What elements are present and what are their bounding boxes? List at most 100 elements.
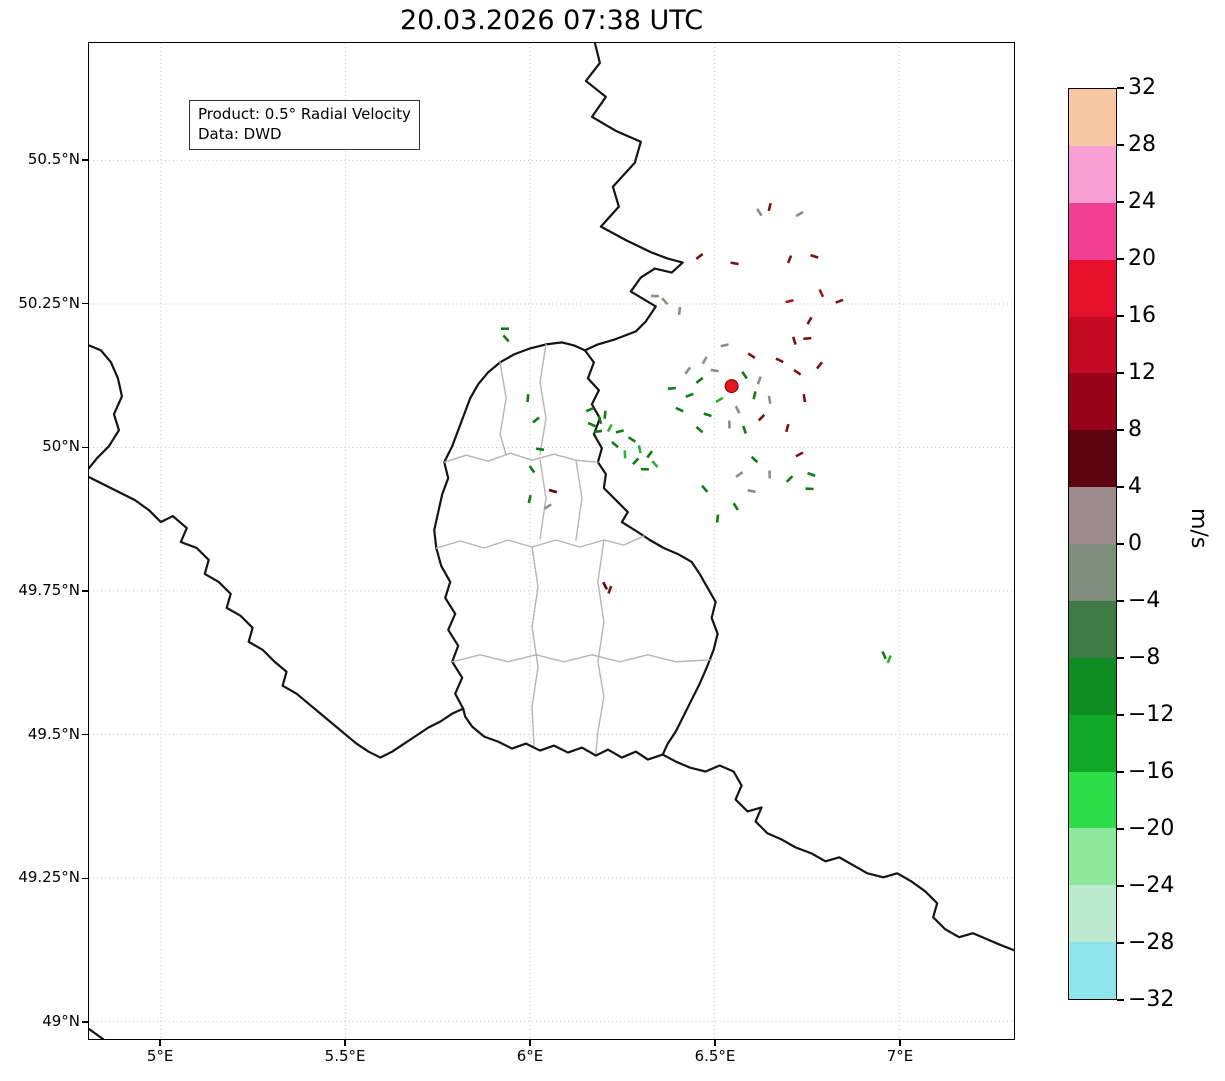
colorbar-tickmark bbox=[1117, 486, 1124, 488]
echo-pixel bbox=[627, 436, 637, 443]
colorbar-segment bbox=[1069, 714, 1116, 772]
colorbar-tickmark bbox=[1117, 543, 1124, 545]
echo-pixel bbox=[695, 426, 704, 434]
colorbar-segment bbox=[1069, 600, 1116, 658]
colorbar-segment bbox=[1069, 544, 1116, 601]
colorbar-tick-label: −12 bbox=[1128, 702, 1175, 727]
echo-pixel bbox=[747, 352, 756, 359]
x-tickmark bbox=[159, 1040, 161, 1046]
x-tickmark bbox=[899, 1040, 901, 1046]
y-tickmark bbox=[82, 590, 88, 592]
colorbar-tickmark bbox=[1117, 144, 1124, 146]
y-tick-label: 49.75°N bbox=[18, 581, 80, 599]
colorbar-tick-label: −32 bbox=[1128, 987, 1175, 1012]
echo-pixel bbox=[603, 410, 607, 419]
echo-pixel bbox=[747, 489, 756, 494]
colorbar-tickmark bbox=[1117, 657, 1124, 659]
y-tickmark bbox=[82, 159, 88, 161]
colorbar-segment bbox=[1069, 657, 1116, 715]
echo-pixel bbox=[775, 357, 784, 364]
colorbar-tickmark bbox=[1117, 714, 1124, 716]
x-tick-label: 6°E bbox=[516, 1047, 544, 1065]
echo-pixel bbox=[502, 334, 510, 343]
y-tickmark bbox=[82, 1021, 88, 1023]
echo-pixel bbox=[715, 514, 720, 523]
colorbar-tickmark bbox=[1117, 315, 1124, 317]
echo-pixel bbox=[543, 503, 552, 510]
colorbar-unit-label: m/s bbox=[1186, 508, 1211, 549]
colorbar-tick-label: 24 bbox=[1128, 189, 1156, 214]
country-borders bbox=[89, 43, 1014, 1039]
echo-pixel bbox=[615, 429, 624, 434]
colorbar-tick-label: −24 bbox=[1128, 873, 1175, 898]
y-tickmark bbox=[82, 877, 88, 880]
map-plot-area: Product: 0.5° Radial Velocity Data: DWD bbox=[88, 42, 1015, 1040]
x-tickmark bbox=[714, 1040, 716, 1046]
echo-pixel bbox=[735, 471, 744, 478]
colorbar-tick-label: 0 bbox=[1128, 531, 1142, 556]
y-tick-label: 50.25°N bbox=[18, 293, 80, 312]
y-tick-label: 49°N bbox=[42, 1012, 80, 1031]
echo-pixel bbox=[597, 415, 603, 425]
echo-pixel bbox=[818, 288, 825, 298]
echo-pixel bbox=[606, 423, 613, 433]
colorbar-tick-label: 32 bbox=[1128, 75, 1156, 100]
colorbar-tick-label: 16 bbox=[1128, 303, 1156, 328]
radar-site-marker bbox=[724, 379, 739, 394]
echo-pixel bbox=[785, 475, 794, 483]
echo-pixel bbox=[637, 445, 642, 454]
echo-pixel bbox=[757, 413, 766, 422]
colorbar-tickmark bbox=[1117, 600, 1124, 602]
x-tick-label: 7°E bbox=[886, 1047, 914, 1065]
echo-pixel bbox=[675, 406, 684, 413]
colorbar-tick-label: 20 bbox=[1128, 246, 1156, 271]
echo-pixel bbox=[703, 412, 712, 418]
plot-title: 20.03.2026 07:38 UTC bbox=[399, 5, 704, 36]
colorbar-segment bbox=[1069, 828, 1116, 886]
colorbar-segment bbox=[1069, 942, 1116, 999]
colorbar-segment bbox=[1069, 487, 1116, 544]
y-tickmark bbox=[82, 446, 88, 449]
colorbar-tickmark bbox=[1117, 828, 1124, 830]
colorbar-tick-label: −16 bbox=[1128, 759, 1175, 784]
x-tick-label: 5°E bbox=[146, 1047, 174, 1065]
echo-pixel bbox=[720, 343, 729, 348]
echo-pixel bbox=[785, 299, 794, 304]
echo-pixel bbox=[730, 261, 739, 266]
echo-pixel bbox=[886, 654, 892, 664]
echo-pixel bbox=[651, 460, 659, 468]
echo-pixel bbox=[807, 471, 816, 477]
radar-site-dot bbox=[724, 379, 739, 394]
colorbar-tick-label: −8 bbox=[1128, 645, 1161, 670]
echo-pixel bbox=[756, 376, 762, 385]
echo-pixel bbox=[752, 391, 757, 400]
echo-pixel bbox=[685, 392, 694, 398]
colorbar-tick-label: −20 bbox=[1128, 816, 1175, 841]
colorbar-tickmark bbox=[1117, 201, 1124, 203]
colorbar-segment bbox=[1069, 885, 1116, 943]
echo-pixel bbox=[661, 297, 669, 306]
echo-pixel bbox=[785, 423, 790, 433]
colorbar-tickmark bbox=[1117, 87, 1124, 89]
colorbar-tick-label: −28 bbox=[1128, 930, 1175, 955]
echo-pixel bbox=[791, 336, 797, 345]
y-tick-label: 50.5°N bbox=[27, 149, 80, 168]
echo-pixel bbox=[741, 371, 748, 380]
echo-pixel bbox=[767, 395, 772, 405]
echo-pixel bbox=[795, 451, 804, 458]
echo-pixel bbox=[587, 421, 596, 428]
x-tickmark bbox=[344, 1040, 346, 1046]
echo-pixel bbox=[602, 581, 609, 590]
echo-pixel bbox=[802, 393, 807, 403]
echo-pixel bbox=[701, 484, 709, 493]
echo-pixel bbox=[793, 368, 802, 376]
echo-pixel bbox=[803, 336, 812, 341]
echo-pixel bbox=[528, 465, 536, 474]
echo-pixel bbox=[695, 252, 704, 260]
echo-pixel bbox=[806, 316, 813, 325]
colorbar-segment bbox=[1069, 373, 1116, 431]
echo-pixel bbox=[710, 368, 719, 373]
info-box: Product: 0.5° Radial Velocity Data: DWD bbox=[189, 100, 420, 150]
y-tickmark bbox=[82, 733, 88, 736]
x-tickmark bbox=[529, 1040, 531, 1046]
